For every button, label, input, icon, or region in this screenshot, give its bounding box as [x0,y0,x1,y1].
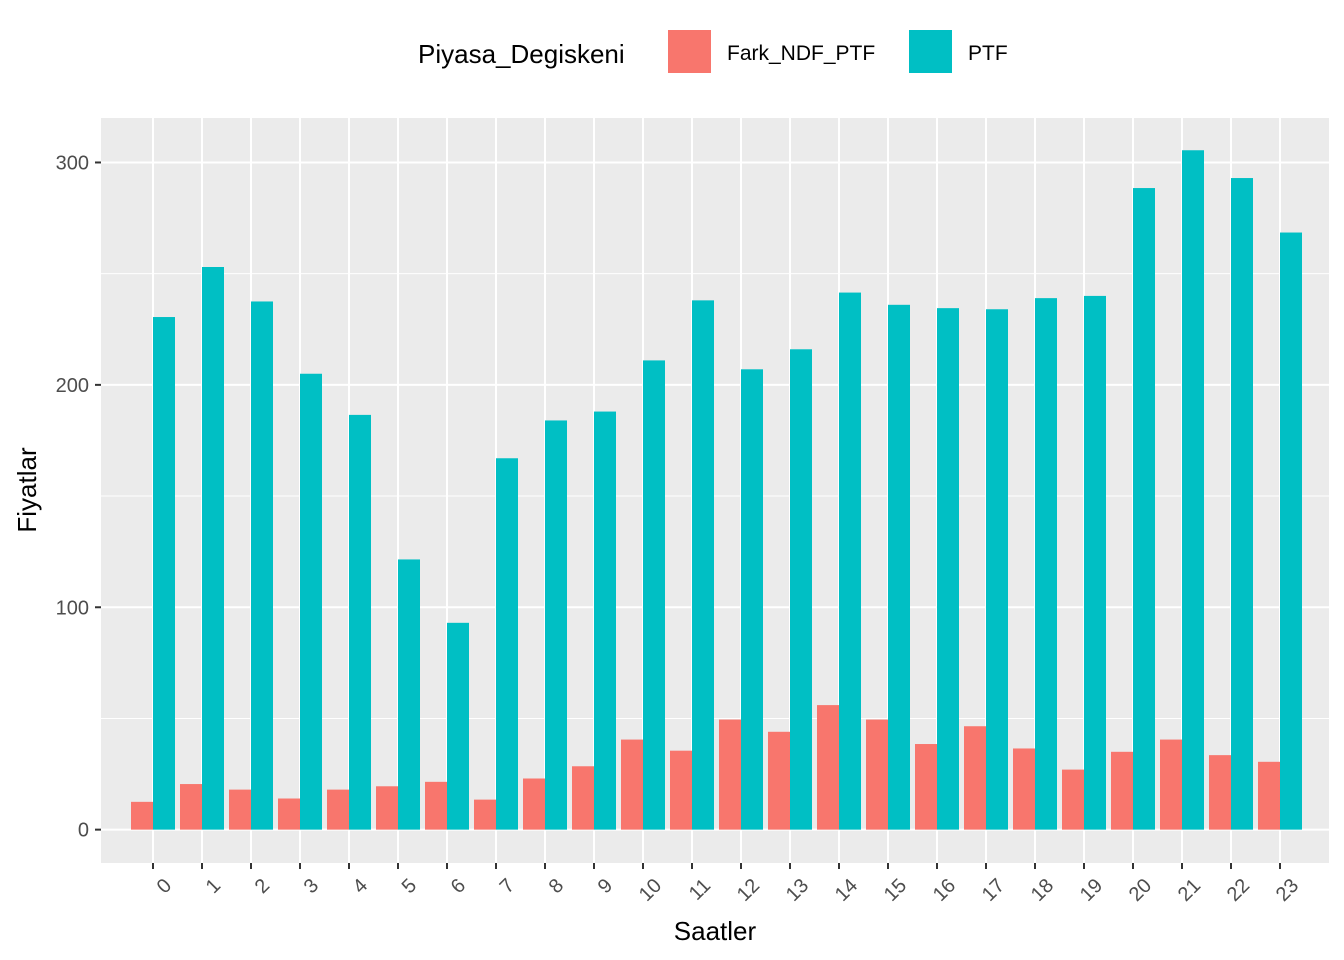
bar-fark-ndf-ptf-17 [964,726,986,830]
bar-ptf-3 [300,373,322,830]
bar-fark-ndf-ptf-15 [866,719,888,830]
x-tick-label: 8 [545,875,568,898]
bar-ptf-12 [741,369,763,830]
bar-ptf-8 [545,420,567,830]
bar-ptf-1 [202,267,224,830]
x-tick-label: 1 [202,875,225,898]
bar-fark-ndf-ptf-3 [278,798,300,830]
bar-ptf-18 [1035,298,1057,830]
x-tick-label: 3 [300,875,323,898]
x-tick-label: 10 [635,875,666,906]
bar-ptf-17 [986,309,1008,830]
bar-fark-ndf-ptf-9 [572,766,594,830]
x-tick-label: 9 [594,875,617,898]
y-axis: 0 100 200 300 [56,152,101,842]
bar-fark-ndf-ptf-12 [719,719,741,830]
bar-ptf-7 [496,458,518,830]
y-axis-title: Fiyatlar [12,447,42,533]
bar-fark-ndf-ptf-14 [817,705,839,830]
x-tick-label: 18 [1027,875,1058,906]
bar-fark-ndf-ptf-1 [180,784,202,830]
bar-fark-ndf-ptf-5 [376,786,398,830]
bar-ptf-11 [692,300,714,830]
x-tick-label: 0 [153,875,176,898]
x-tick-label: 2 [251,875,274,898]
legend-swatch-fark-ndf-ptf [668,30,711,73]
bar-ptf-4 [349,414,371,830]
bar-fark-ndf-ptf-0 [131,801,153,830]
bar-ptf-0 [153,317,175,830]
bar-ptf-20 [1133,188,1155,830]
bar-fark-ndf-ptf-18 [1013,748,1035,830]
y-tick-label: 100 [56,597,89,619]
x-tick-label: 21 [1174,875,1205,906]
x-tick-label: 15 [880,875,911,906]
bar-ptf-6 [447,622,469,830]
x-tick-label: 12 [733,875,764,906]
x-tick-label: 14 [831,875,862,906]
x-axis: 0 1 2 3 4 5 6 7 8 9 10 11 12 13 14 15 16 17 18 19 20 21 22 23 [152,863,1303,906]
x-tick-label: 23 [1272,875,1303,906]
bar-ptf-13 [790,349,812,830]
y-tick-label: 200 [56,375,89,397]
x-tick-label: 19 [1076,875,1107,906]
x-tick-label: 16 [929,875,960,906]
bar-fark-ndf-ptf-7 [474,799,496,830]
bar-ptf-14 [839,292,861,830]
x-tick-label: 5 [398,875,421,898]
bar-ptf-9 [594,411,616,830]
legend-label-fark-ndf-ptf: Fark_NDF_PTF [727,42,875,65]
x-tick-label: 13 [782,875,813,906]
bar-fark-ndf-ptf-21 [1160,739,1182,830]
bar-ptf-16 [937,308,959,830]
bar-fark-ndf-ptf-4 [327,789,349,830]
x-tick-label: 17 [978,875,1009,906]
bar-fark-ndf-ptf-19 [1062,769,1084,830]
bar-fark-ndf-ptf-6 [425,781,447,830]
legend-label-ptf: PTF [968,42,1008,65]
bar-ptf-15 [888,304,910,830]
legend-swatch-ptf [909,30,952,73]
bar-ptf-23 [1280,232,1302,830]
x-tick-label: 20 [1125,875,1156,906]
bar-fark-ndf-ptf-20 [1111,751,1133,830]
bar-ptf-2 [251,301,273,830]
bar-fark-ndf-ptf-10 [621,739,643,830]
y-tick-label: 0 [78,820,89,842]
bar-fark-ndf-ptf-8 [523,778,545,830]
bar-ptf-19 [1084,295,1106,830]
bar-fark-ndf-ptf-2 [229,789,251,830]
x-tick-label: 4 [349,875,372,898]
legend-title: Piyasa_Degiskeni [418,39,625,69]
y-tick-label: 300 [56,152,89,174]
bar-ptf-5 [398,559,420,830]
x-tick-label: 6 [447,875,470,898]
x-tick-label: 22 [1223,875,1254,906]
bar-ptf-10 [643,360,665,830]
x-tick-label: 11 [685,875,715,905]
bar-fark-ndf-ptf-22 [1209,755,1231,830]
bar-ptf-21 [1182,150,1204,830]
bar-ptf-22 [1231,178,1253,830]
legend: Piyasa_Degiskeni Fark_NDF_PTF PTF [418,30,1008,73]
bars [131,150,1302,830]
bar-fark-ndf-ptf-13 [768,731,790,830]
x-axis-title: Saatler [674,916,757,946]
x-tick-label: 7 [496,875,519,898]
bar-fark-ndf-ptf-11 [670,750,692,830]
bar-fark-ndf-ptf-16 [915,744,937,830]
bar-fark-ndf-ptf-23 [1258,761,1280,830]
